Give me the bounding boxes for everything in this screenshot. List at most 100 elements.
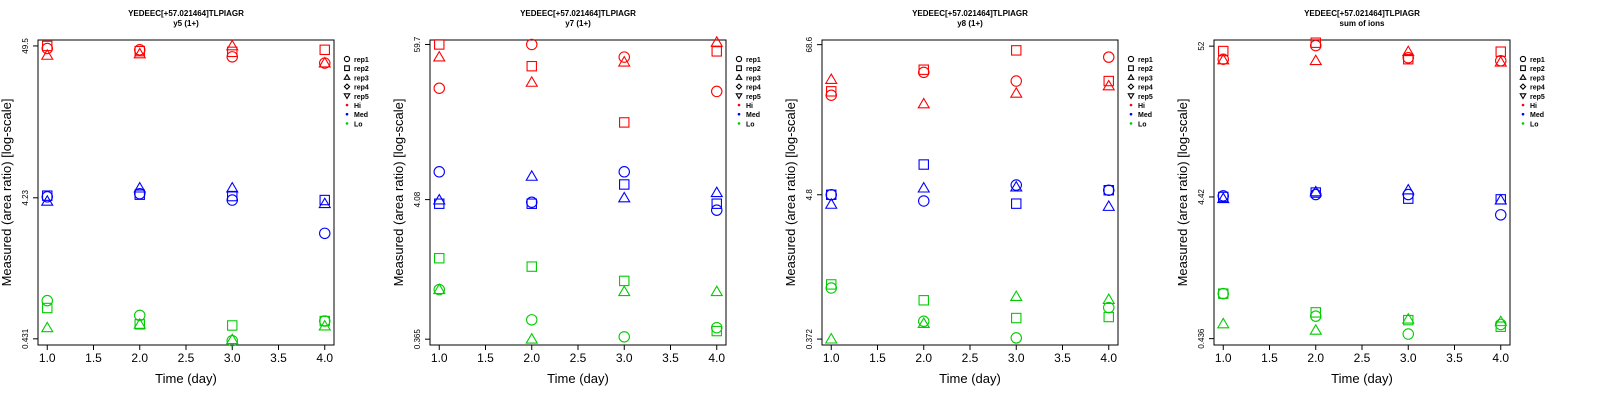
chart-subtitle: y7 (1+) <box>565 19 591 28</box>
data-point-hi-rep1 <box>433 82 445 94</box>
x-axis-label: Time (day) <box>1331 371 1393 386</box>
legend-symbol-rep2 <box>344 65 350 72</box>
data-point-lo-rep2 <box>42 302 53 314</box>
legend-label: rep3 <box>746 75 761 82</box>
data-point-lo-rep1 <box>918 315 930 328</box>
data-point-lo-rep2 <box>1495 321 1506 332</box>
y-tick-label: 49.5 <box>21 38 30 54</box>
legend-symbol-rep3 <box>1127 73 1135 80</box>
legend-symbol-med <box>1129 112 1133 116</box>
data-point-med-rep2 <box>1103 185 1114 196</box>
data-point-hi-rep3 <box>824 72 838 84</box>
x-tick-label: 3.0 <box>1008 351 1025 365</box>
legend-symbol-hi <box>737 103 741 107</box>
legend-symbol-rep2 <box>1128 65 1134 72</box>
data-point-med-rep1 <box>1494 209 1507 221</box>
data-point-hi-rep3 <box>917 97 931 109</box>
legend-label: rep3 <box>1138 75 1153 82</box>
data-point-hi-rep3 <box>318 56 332 68</box>
data-point-med-rep2 <box>227 190 238 202</box>
legend-symbol-lo <box>345 122 349 125</box>
x-tick-label: 1.0 <box>39 351 56 365</box>
x-tick-label: 4.0 <box>708 351 725 365</box>
chart-subtitle: y5 (1+) <box>173 19 199 28</box>
legend-symbol-rep1 <box>1519 55 1527 63</box>
y-tick-label: 0.365 <box>413 329 422 350</box>
data-point-lo-rep3 <box>525 332 539 344</box>
data-point-med-rep3 <box>525 169 539 181</box>
data-point-med-rep3 <box>710 186 724 198</box>
data-point-hi-rep3 <box>617 55 631 67</box>
data-point-med-rep3 <box>617 191 631 203</box>
data-point-lo-rep3 <box>710 285 724 297</box>
legend-symbol-rep1 <box>735 55 743 63</box>
y-tick-label: 59.7 <box>413 36 422 52</box>
x-tick-label: 3.5 <box>1054 351 1071 365</box>
x-tick-label: 1.0 <box>431 351 448 365</box>
data-point-med-rep1 <box>226 194 239 206</box>
data-point-med-rep3 <box>1009 180 1023 192</box>
x-tick-label: 1.0 <box>823 351 840 365</box>
data-point-lo-rep1 <box>618 331 631 343</box>
data-point-hi-rep1 <box>1010 75 1023 87</box>
data-point-hi-rep3 <box>1216 53 1230 65</box>
data-point-med-rep1 <box>1010 179 1023 191</box>
data-point-lo-rep2 <box>619 275 630 287</box>
data-point-med-rep1 <box>918 195 930 207</box>
plot-frame <box>429 39 727 346</box>
data-point-lo-rep2 <box>711 325 722 337</box>
legend-label: rep4 <box>354 85 369 92</box>
data-point-lo-rep1 <box>825 282 837 294</box>
data-point-lo-rep3 <box>1494 315 1508 327</box>
data-point-lo-rep3 <box>824 332 838 344</box>
data-point-lo-rep2 <box>918 295 929 306</box>
data-point-hi-rep1 <box>825 89 837 101</box>
chart-subtitle: y8 (1+) <box>957 19 983 28</box>
x-tick-label: 2.0 <box>523 351 540 365</box>
data-point-med-rep1 <box>618 166 631 178</box>
y-axis-label: Measured (area ratio) [log-scale] <box>391 99 406 287</box>
legend-symbol-rep2 <box>1520 65 1526 72</box>
data-point-lo-rep1 <box>1494 318 1507 331</box>
data-point-lo-rep2 <box>1103 311 1114 323</box>
legend-symbol-rep1 <box>343 55 351 63</box>
data-point-lo-rep1 <box>526 314 538 326</box>
legend-label: rep2 <box>1138 66 1153 73</box>
data-point-hi-rep2 <box>826 86 837 97</box>
data-point-lo-rep2 <box>826 279 837 290</box>
data-point-hi-rep2 <box>526 60 537 72</box>
chart-title: YEDEEC[+57.021464]TLPIAGR <box>128 9 244 18</box>
data-point-lo-rep2 <box>1403 314 1414 326</box>
data-point-med-rep3 <box>917 181 931 193</box>
chart-title: YEDEEC[+57.021464]TLPIAGR <box>520 9 636 18</box>
data-point-lo-rep2 <box>1310 307 1321 318</box>
legend-symbol-rep4 <box>735 83 743 90</box>
data-point-med-rep2 <box>134 189 145 200</box>
data-point-lo-rep1 <box>1010 332 1023 344</box>
data-point-med-rep2 <box>1011 198 1022 209</box>
legend-label: Med <box>1138 112 1152 119</box>
data-point-med-rep2 <box>1310 187 1321 198</box>
y-axis-label: Measured (area ratio) [log-scale] <box>783 99 798 287</box>
x-tick-label: 2.5 <box>178 351 195 365</box>
plot-frame <box>37 39 335 346</box>
data-point-med-rep2 <box>918 159 929 170</box>
legend-symbol-med <box>1521 112 1525 116</box>
data-point-med-rep1 <box>1310 188 1322 201</box>
data-point-lo-rep3 <box>1102 292 1116 304</box>
data-point-hi-rep3 <box>432 50 446 62</box>
y-tick-label: 68.6 <box>805 36 814 52</box>
legend-symbol-lo <box>737 122 741 125</box>
legend-label: rep2 <box>354 66 369 73</box>
legend-label: rep5 <box>1138 94 1153 101</box>
legend-symbol-med <box>737 112 741 116</box>
data-point-lo-rep3 <box>432 283 446 295</box>
data-point-lo-rep3 <box>40 321 54 333</box>
x-tick-label: 3.0 <box>224 351 241 365</box>
y-tick-label: 0.436 <box>1197 328 1206 349</box>
data-point-med-rep3 <box>133 181 147 193</box>
data-point-lo-rep3 <box>225 333 239 345</box>
data-point-hi-rep3 <box>133 47 147 59</box>
x-tick-label: 2.0 <box>131 351 148 365</box>
